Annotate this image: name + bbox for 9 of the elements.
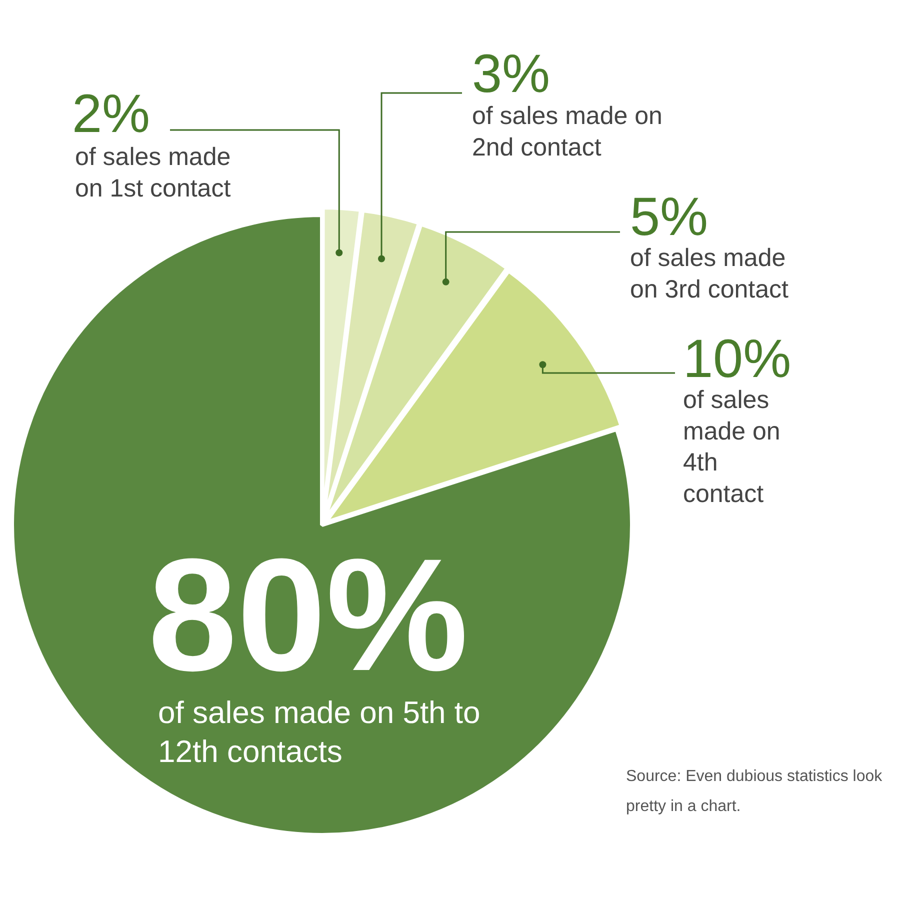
- slice-label: of sales made on 3rd contact: [630, 244, 788, 304]
- data-label: 2%: [72, 84, 150, 144]
- slice-label: of sales made on 1st contact: [75, 143, 231, 202]
- data-label: 5%: [630, 187, 708, 247]
- data-label: 3%: [472, 44, 550, 104]
- slice-label: of sales made on 2nd contact: [472, 102, 662, 162]
- data-label: 10%: [683, 329, 792, 389]
- slice-label: of sales made on 4th contact: [683, 386, 780, 508]
- source-note: Source: Even dubious statistics look pretty in a chart.: [626, 767, 884, 817]
